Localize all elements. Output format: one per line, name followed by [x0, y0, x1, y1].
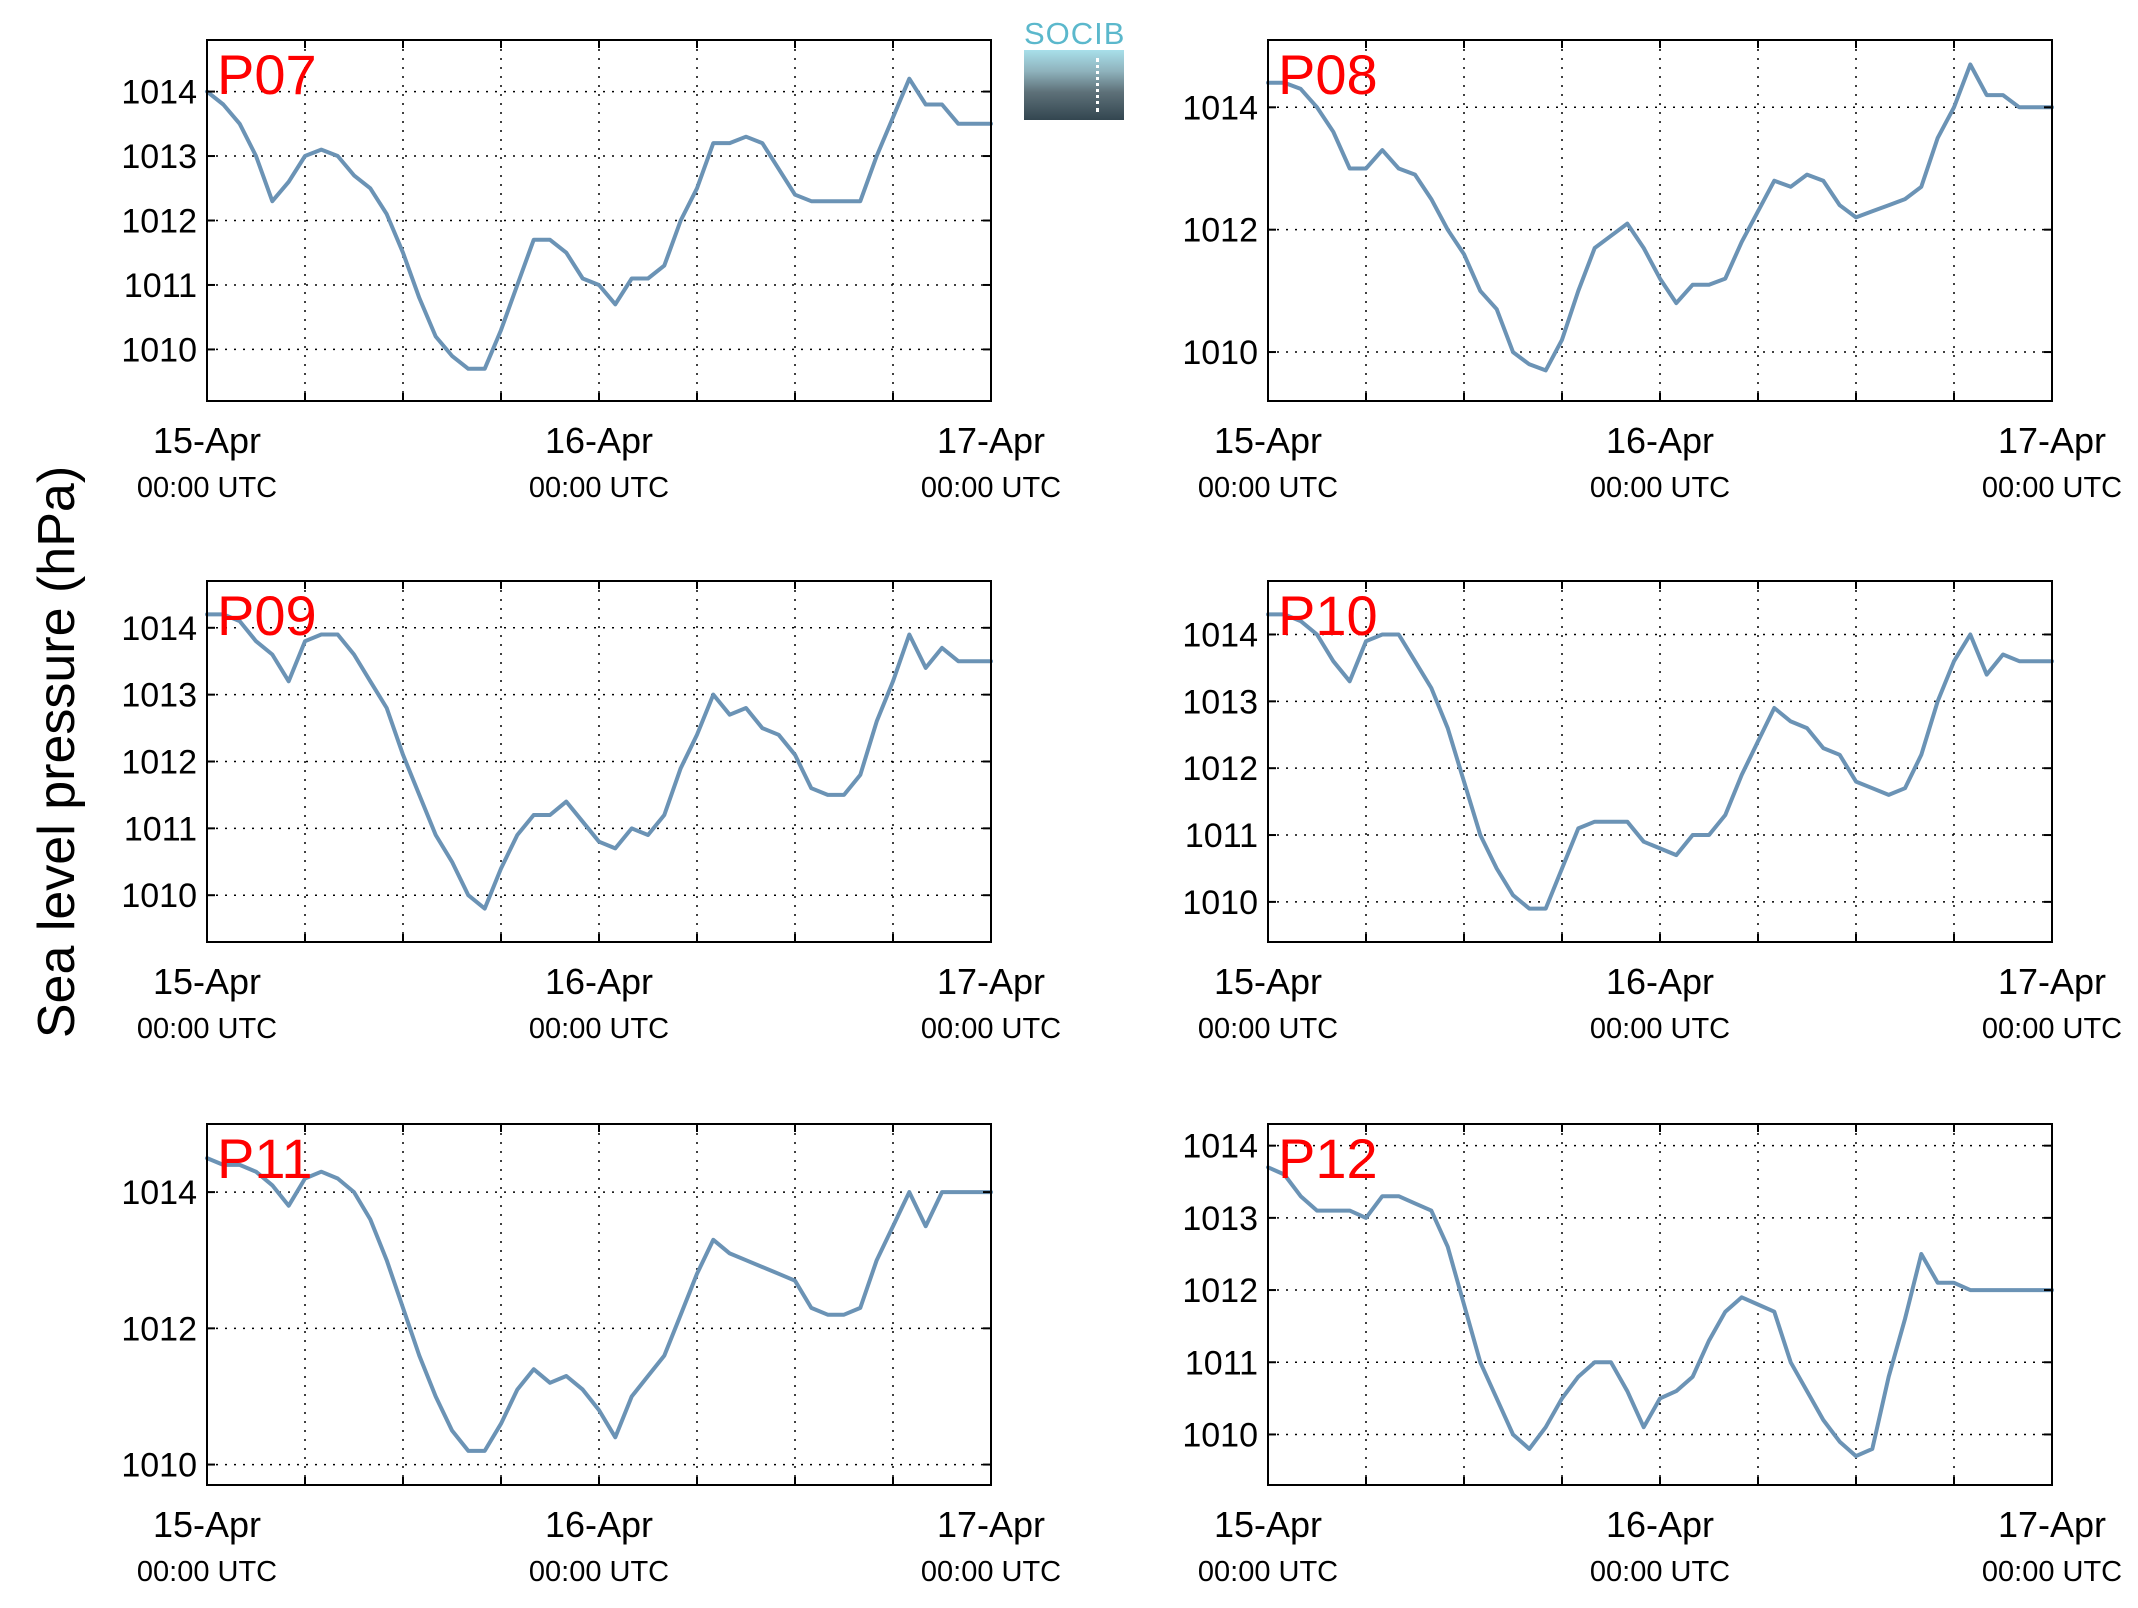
x-tick-label-time: 00:00 UTC — [529, 1013, 669, 1045]
station-label: P07 — [217, 43, 317, 106]
y-tick-label: 1013 — [1182, 1200, 1258, 1238]
y-tick-label: 1014 — [1182, 1128, 1258, 1166]
y-tick-label: 1013 — [1182, 683, 1258, 721]
y-tick-label: 1010 — [121, 1447, 197, 1485]
x-tick-label-day: 15-Apr — [1214, 1504, 1322, 1545]
x-tick-label-day: 15-Apr — [1214, 961, 1322, 1002]
x-tick-label-time: 00:00 UTC — [1198, 1556, 1338, 1588]
x-tick-label-time: 00:00 UTC — [1982, 472, 2122, 504]
y-tick-label: 1012 — [1182, 750, 1258, 788]
station-label: P11 — [217, 1127, 312, 1190]
y-tick-label: 1011 — [1185, 1344, 1258, 1382]
series-line-p08 — [1266, 62, 2054, 373]
panel-p12: 1010 1011 1012 1013 1014 15-Apr 00:00 UTC 16-Ap… — [1182, 1123, 2122, 1588]
x-tick-label-time: 00:00 UTC — [1982, 1556, 2122, 1588]
series-line-p11 — [205, 1156, 993, 1453]
x-tick-label-day: 16-Apr — [545, 961, 653, 1002]
y-tick-label: 1011 — [124, 810, 197, 848]
y-tick-label: 1010 — [121, 877, 197, 915]
x-tick-label-day: 17-Apr — [937, 961, 1045, 1002]
x-tick-label-time: 00:00 UTC — [137, 1013, 277, 1045]
x-tick-label-day: 15-Apr — [153, 1504, 261, 1545]
y-tick-label: 1012 — [121, 203, 197, 241]
x-tick-label-time: 00:00 UTC — [1198, 472, 1338, 504]
x-tick-label-time: 00:00 UTC — [529, 1556, 669, 1588]
logo-graphic — [1024, 50, 1124, 120]
y-tick-label: 1010 — [1182, 884, 1258, 922]
x-tick-label-day: 17-Apr — [937, 1504, 1045, 1545]
x-tick-label-time: 00:00 UTC — [921, 472, 1061, 504]
y-tick-label: 1012 — [121, 744, 197, 782]
series-line-p07 — [205, 76, 993, 371]
panel-p11: 1010 1012 1014 15-Apr 00:00 UTC 16-Apr 00:00 U… — [121, 1123, 1061, 1588]
station-label: P12 — [1278, 1127, 1378, 1190]
x-tick-label-day: 15-Apr — [153, 961, 261, 1002]
station-label: P08 — [1278, 43, 1378, 106]
series-line-p12 — [1266, 1165, 2054, 1459]
logo-dots — [1096, 58, 1099, 112]
x-tick-label-time: 00:00 UTC — [137, 472, 277, 504]
y-tick-label: 1010 — [1182, 334, 1258, 372]
x-tick-label-day: 16-Apr — [1606, 961, 1714, 1002]
logo-text: SOCIB — [1024, 16, 1126, 51]
panel-p08: 1010 1012 1014 15-Apr 00:00 UTC 16-Apr 00:00 U… — [1182, 39, 2122, 504]
x-tick-label-time: 00:00 UTC — [137, 1556, 277, 1588]
y-tick-label: 1011 — [1185, 817, 1258, 855]
y-tick-label: 1013 — [121, 677, 197, 715]
station-label: P09 — [217, 584, 317, 647]
x-tick-label-day: 17-Apr — [1998, 420, 2106, 461]
x-tick-label-day: 17-Apr — [1998, 961, 2106, 1002]
x-tick-label-day: 16-Apr — [545, 1504, 653, 1545]
x-tick-label-day: 17-Apr — [937, 420, 1045, 461]
y-tick-label: 1010 — [121, 331, 197, 369]
y-tick-label: 1014 — [121, 74, 197, 112]
y-tick-label: 1013 — [121, 138, 197, 176]
y-tick-label: 1012 — [1182, 212, 1258, 250]
x-tick-label-time: 00:00 UTC — [1590, 1013, 1730, 1045]
x-tick-label-day: 17-Apr — [1998, 1504, 2106, 1545]
panel-p07: 1010 1011 1012 1013 1014 15-Apr 00:00 UTC 16-Ap… — [121, 39, 1061, 504]
y-tick-label: 1012 — [1182, 1272, 1258, 1310]
y-tick-label: 1011 — [124, 267, 197, 305]
x-tick-label-day: 16-Apr — [1606, 420, 1714, 461]
x-tick-label-day: 15-Apr — [153, 420, 261, 461]
panel-p09: 1010 1011 1012 1013 1014 15-Apr 00:00 UTC 16-Ap… — [121, 580, 1061, 1045]
series-line-p09 — [205, 612, 993, 911]
x-tick-label-time: 00:00 UTC — [1198, 1013, 1338, 1045]
station-label: P10 — [1278, 584, 1378, 647]
x-tick-label-time: 00:00 UTC — [921, 1013, 1061, 1045]
panel-p10: 1010 1011 1012 1013 1014 15-Apr 00:00 UTC 16-Ap… — [1182, 580, 2122, 1045]
x-tick-label-day: 15-Apr — [1214, 420, 1322, 461]
x-tick-label-time: 00:00 UTC — [1590, 1556, 1730, 1588]
y-tick-label: 1014 — [121, 1174, 197, 1212]
y-axis-title: Sea level pressure (hPa) — [28, 466, 86, 1038]
x-tick-label-time: 00:00 UTC — [1982, 1013, 2122, 1045]
y-tick-label: 1010 — [1182, 1416, 1258, 1454]
x-tick-label-time: 00:00 UTC — [529, 472, 669, 504]
socib-logo: SOCIB — [1024, 18, 1124, 122]
y-tick-label: 1014 — [121, 610, 197, 648]
x-tick-label-day: 16-Apr — [545, 420, 653, 461]
y-tick-label: 1014 — [1182, 89, 1258, 127]
x-tick-label-time: 00:00 UTC — [921, 1556, 1061, 1588]
x-tick-label-time: 00:00 UTC — [1590, 472, 1730, 504]
series-line-p10 — [1266, 612, 2054, 911]
y-tick-label: 1012 — [121, 1310, 197, 1348]
x-tick-label-day: 16-Apr — [1606, 1504, 1714, 1545]
y-tick-label: 1014 — [1182, 616, 1258, 654]
